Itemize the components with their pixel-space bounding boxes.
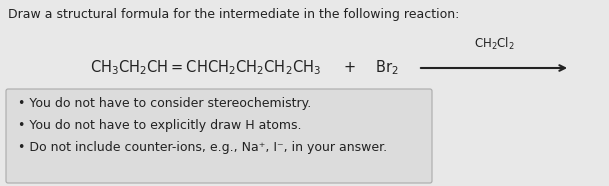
Text: • You do not have to consider stereochemistry.: • You do not have to consider stereochem… [18,97,311,110]
Text: • You do not have to explicitly draw H atoms.: • You do not have to explicitly draw H a… [18,119,301,132]
Text: +: + [344,60,356,76]
Text: CH$_3$CH$_2$CH$=$CHCH$_2$CH$_2$CH$_2$CH$_3$: CH$_3$CH$_2$CH$=$CHCH$_2$CH$_2$CH$_2$CH$… [90,59,321,77]
Text: Draw a structural formula for the intermediate in the following reaction:: Draw a structural formula for the interm… [8,8,459,21]
Text: CH$_2$Cl$_2$: CH$_2$Cl$_2$ [474,36,515,52]
FancyBboxPatch shape [6,89,432,183]
Text: Br$_2$: Br$_2$ [375,59,399,77]
Text: • Do not include counter-ions, e.g., Na⁺, I⁻, in your answer.: • Do not include counter-ions, e.g., Na⁺… [18,142,387,155]
